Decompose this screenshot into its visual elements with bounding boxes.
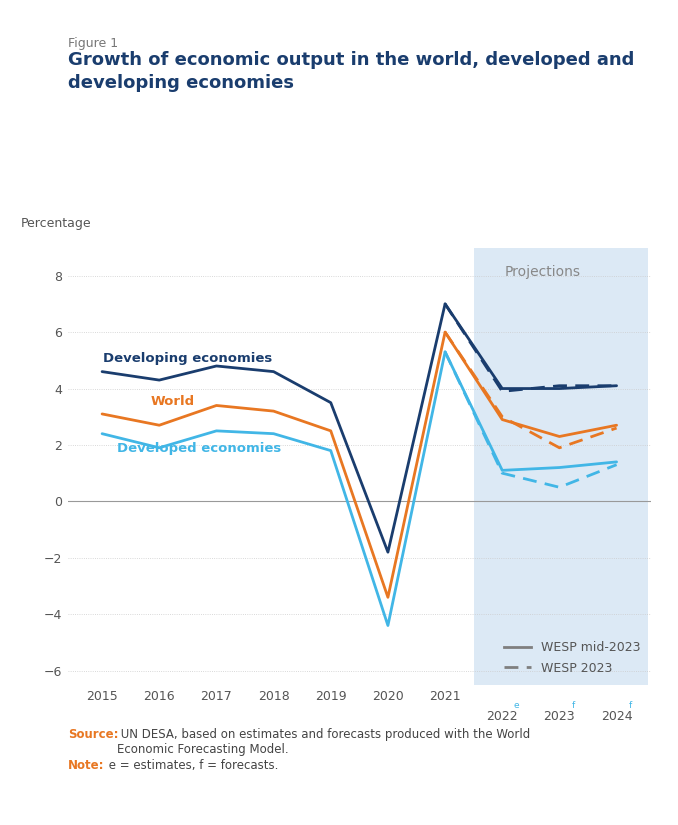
Text: e = estimates, f = forecasts.: e = estimates, f = forecasts.	[105, 759, 279, 772]
Text: e: e	[513, 701, 519, 710]
Text: Projections: Projections	[505, 265, 581, 279]
Legend: WESP mid-2023, WESP 2023: WESP mid-2023, WESP 2023	[500, 638, 645, 678]
Text: UN DESA, based on estimates and forecasts produced with the World
Economic Forec: UN DESA, based on estimates and forecast…	[117, 728, 531, 756]
Text: developing economies: developing economies	[68, 74, 294, 92]
Text: f: f	[629, 701, 632, 710]
Text: f: f	[572, 701, 575, 710]
Text: Developed economies: Developed economies	[117, 442, 281, 455]
Text: Percentage: Percentage	[21, 217, 92, 230]
Text: World: World	[151, 395, 195, 408]
Text: 2024: 2024	[601, 710, 633, 723]
Text: Source:: Source:	[68, 728, 118, 741]
Text: 2023: 2023	[544, 710, 575, 723]
Text: 2022: 2022	[486, 710, 518, 723]
Text: Growth of economic output in the world, developed and: Growth of economic output in the world, …	[68, 51, 634, 69]
Text: Note:: Note:	[68, 759, 104, 772]
Text: Figure 1: Figure 1	[68, 37, 118, 50]
Bar	[474, 248, 648, 685]
Text: Developing economies: Developing economies	[103, 351, 273, 365]
